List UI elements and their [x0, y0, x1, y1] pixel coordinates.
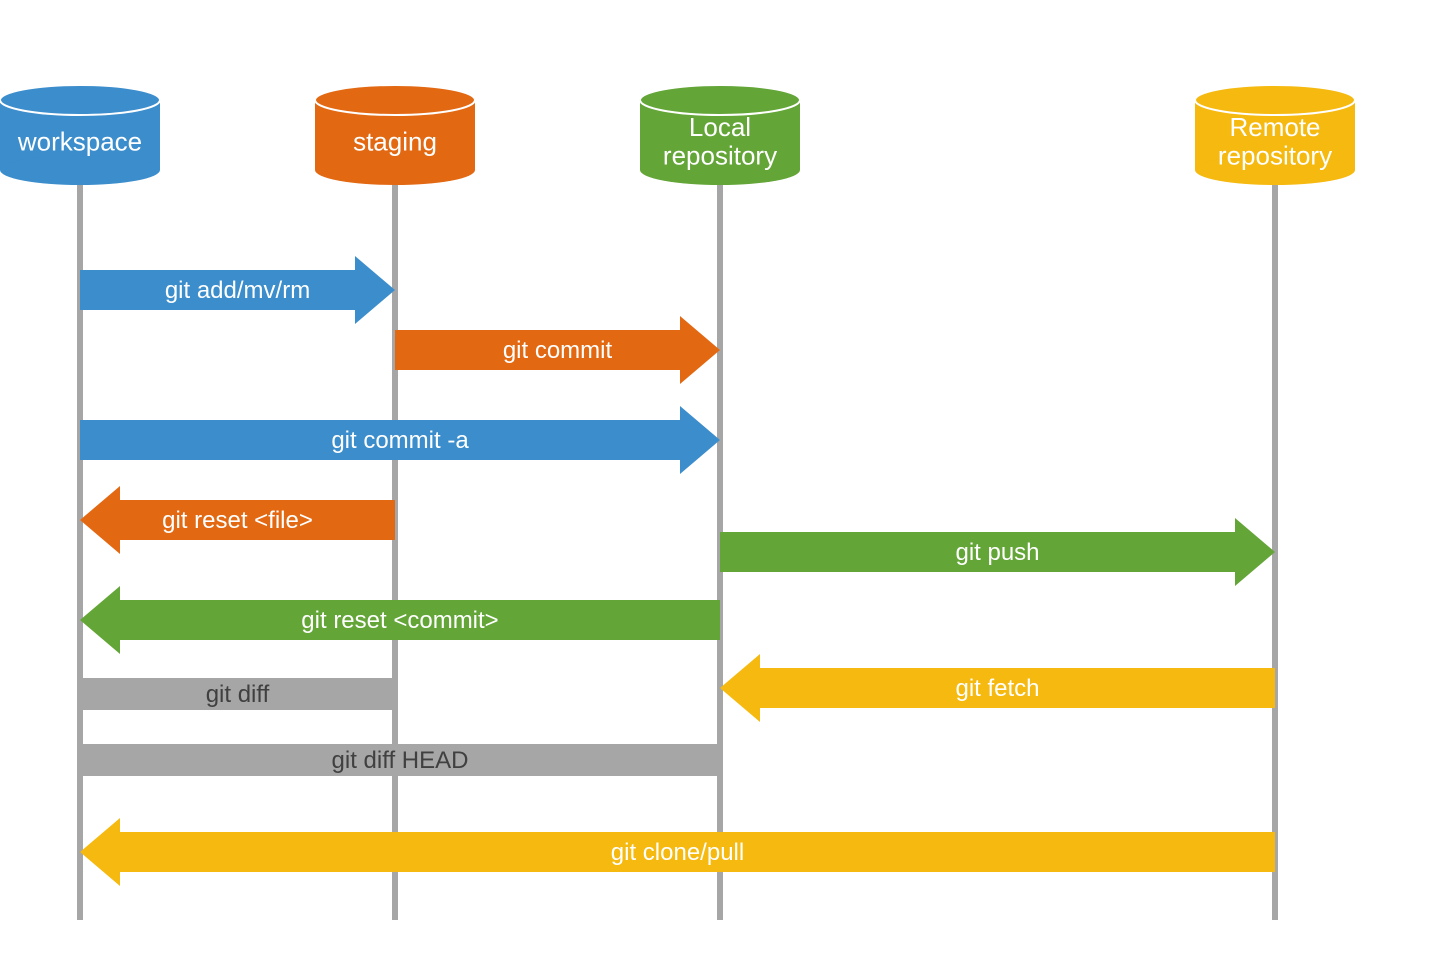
arrow-diff-head: git diff HEAD — [80, 744, 720, 776]
cylinder-local: Localrepository — [640, 85, 800, 185]
cylinder-workspace: workspace — [0, 85, 160, 185]
arrow-label-commit: git commit — [503, 337, 613, 364]
cylinder-label-local-0: Local — [689, 112, 751, 142]
arrow-label-diff-head: git diff HEAD — [332, 747, 469, 774]
arrow-label-reset-commit: git reset <commit> — [301, 607, 498, 634]
cylinder-label-remote-1: repository — [1218, 141, 1332, 171]
cylinder-staging: staging — [315, 85, 475, 185]
cylinder-label-workspace-0: workspace — [17, 126, 142, 156]
git-flow-diagram: git add/mv/rm git commit git commit -a git … — [0, 0, 1450, 969]
cylinder-label-staging-0: staging — [353, 126, 437, 156]
cylinder-label-local-1: repository — [663, 141, 777, 171]
lifeline-remote — [1272, 170, 1278, 920]
arrow-label-clone-pull: git clone/pull — [611, 839, 744, 866]
arrow-label-diff: git diff — [206, 681, 270, 708]
arrow-label-fetch: git fetch — [955, 675, 1039, 702]
arrow-label-commit-a: git commit -a — [331, 427, 469, 454]
arrow-diff: git diff — [80, 678, 395, 710]
cylinder-label-remote-0: Remote — [1229, 112, 1320, 142]
arrow-label-reset-file: git reset <file> — [162, 507, 313, 534]
cylinder-remote: Remoterepository — [1195, 85, 1355, 185]
arrow-label-push: git push — [955, 539, 1039, 566]
arrow-label-add: git add/mv/rm — [165, 277, 310, 304]
lifeline-staging — [392, 170, 398, 920]
